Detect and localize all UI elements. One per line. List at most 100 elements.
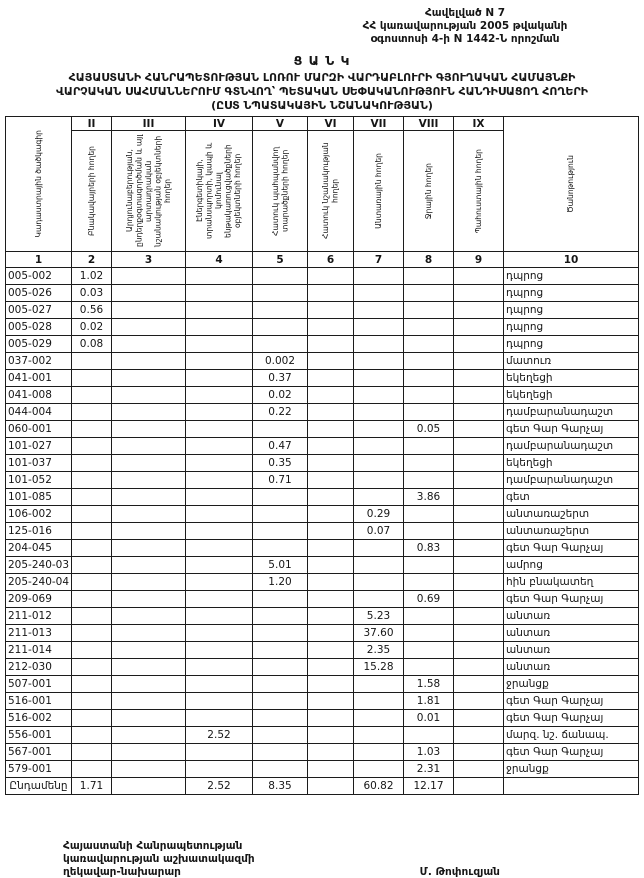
table-body: Կադաստրային ծածկագիր II III IV V VI VII VIII IX Ծ… [5, 116, 639, 796]
column-number-10: 10 [503, 251, 639, 269]
cell-value [111, 437, 186, 456]
cell-value [111, 505, 186, 524]
cell-note: գետ Գար Գարչայ [503, 692, 639, 711]
cell-value [403, 641, 454, 660]
cell-value [307, 539, 354, 558]
col-header-1-label: Բնակավայրերի հողեր [86, 146, 96, 237]
cell-value [307, 335, 354, 354]
col-header-1: Բնակավայրերի հողեր [71, 130, 112, 253]
cell-value: 1.81 [403, 692, 454, 711]
cell-value [185, 624, 253, 643]
cell-note: դպրոց [503, 284, 639, 303]
cell-value [403, 505, 454, 524]
cell-value [307, 420, 354, 439]
cell-value: 3.86 [403, 488, 454, 507]
cell-value [252, 692, 308, 711]
table-row: 037-002 0.002 մատուռ [5, 352, 639, 371]
cell-value [111, 760, 186, 779]
cell-value [111, 607, 186, 626]
cell-value: 0.08 [71, 335, 112, 354]
col-header-3: Էներգետիկայի, տրանսպորտի, կապի և կոմունա… [185, 130, 253, 253]
cell-value [453, 539, 504, 558]
cell-value [353, 573, 404, 592]
cell-value [453, 556, 504, 575]
cell-value [185, 556, 253, 575]
cell-note: անտառ [503, 658, 639, 677]
column-number-7: 7 [353, 251, 404, 269]
cell-value [185, 522, 253, 541]
cell-code: 005-027 [5, 301, 72, 320]
cell-note: եկեղեցի [503, 369, 639, 388]
cell-value [307, 726, 354, 745]
cell-value [111, 573, 186, 592]
cell-value [185, 403, 253, 422]
cell-note: գետ Գար Գարչայ [503, 743, 639, 762]
cell-note: մարզ. նշ. ճանապ. [503, 726, 639, 745]
cell-value [111, 471, 186, 490]
cell-value [111, 522, 186, 541]
cell-value [307, 267, 354, 286]
cell-value [453, 658, 504, 677]
signatory-line-1: Հայաստանի Հանրապետության [63, 840, 243, 852]
table-row: 005-002 1.02 դպրոց [5, 267, 639, 286]
col-header-note: Ծանոթություն [503, 116, 639, 253]
cell-note: հին բնակատեղ [503, 573, 639, 592]
appendix-line-1: Հավելված N 7 [424, 7, 506, 19]
table-row: 005-029 0.08 դպրոց [5, 335, 639, 354]
cell-value [353, 369, 404, 388]
col-header-5-label: Հատուկ նշանակության հողեր [321, 142, 340, 240]
cell-value [71, 675, 112, 694]
cell-value [453, 454, 504, 473]
cell-value [353, 403, 404, 422]
roman-numeral-II: II [71, 116, 112, 132]
cell-value [353, 743, 404, 762]
cell-value [252, 760, 308, 779]
cell-note: ջրանցք [503, 675, 639, 694]
cell-note: եկեղեցի [503, 386, 639, 405]
col-header-note-label: Ծանոթություն [566, 155, 576, 214]
cell-value [307, 505, 354, 524]
cell-value [185, 573, 253, 592]
cell-value [111, 743, 186, 762]
cell-value [111, 301, 186, 320]
table-row: 101-037 0.35 եկեղեցի [5, 454, 639, 473]
cell-code: 101-052 [5, 471, 72, 490]
cell-value [453, 675, 504, 694]
cell-value [353, 471, 404, 490]
cell-value [71, 573, 112, 592]
document-title: Ց Ա Ն Կ ՀԱՅԱՍՏԱՆԻ ՀԱՆՐԱՊԵՏՈՒԹՅԱՆ ԼՈՌՈՒ Մ… [0, 53, 644, 112]
cell-code: 060-001 [5, 420, 72, 439]
cell-value: 1.03 [403, 743, 454, 762]
totals-value: 12.17 [403, 777, 454, 796]
cell-value [453, 607, 504, 626]
cell-value [185, 590, 253, 609]
table-row: 005-026 0.03 դպրոց [5, 284, 639, 303]
cell-value [185, 301, 253, 320]
cell-note: դամբարանադաշտ [503, 437, 639, 456]
table-row: 556-001 2.52 մարզ. նշ. ճանապ. [5, 726, 639, 745]
col-header-2: Արդյունաբերության, ընդերքօգտագործման և ա… [111, 130, 186, 253]
cell-note: դամբարանադաշտ [503, 403, 639, 422]
col-header-6-label: Անտառային հողեր [373, 153, 383, 230]
cell-value [252, 590, 308, 609]
col-header-3-label: Էներգետիկայի, տրանսպորտի, կապի և կոմունա… [195, 143, 243, 240]
cell-value: 0.01 [403, 709, 454, 728]
table-row: 211-013 37.60 անտառ [5, 624, 639, 643]
cell-value [185, 369, 253, 388]
cell-value [252, 488, 308, 507]
cell-value [353, 760, 404, 779]
cell-value [71, 454, 112, 473]
table-row: 205-240-04 1.20 հին բնակատեղ [5, 573, 639, 592]
col-header-5: Հատուկ նշանակության հողեր [307, 130, 354, 253]
cell-value [111, 590, 186, 609]
cell-value [353, 284, 404, 303]
cell-value [353, 709, 404, 728]
cell-note: անտառաշերտ [503, 522, 639, 541]
cell-value [185, 675, 253, 694]
cell-value [111, 267, 186, 286]
cell-value: 0.03 [71, 284, 112, 303]
cell-value: 0.02 [252, 386, 308, 405]
cell-value [353, 420, 404, 439]
cell-value: 2.52 [185, 726, 253, 745]
cell-code: 209-069 [5, 590, 72, 609]
